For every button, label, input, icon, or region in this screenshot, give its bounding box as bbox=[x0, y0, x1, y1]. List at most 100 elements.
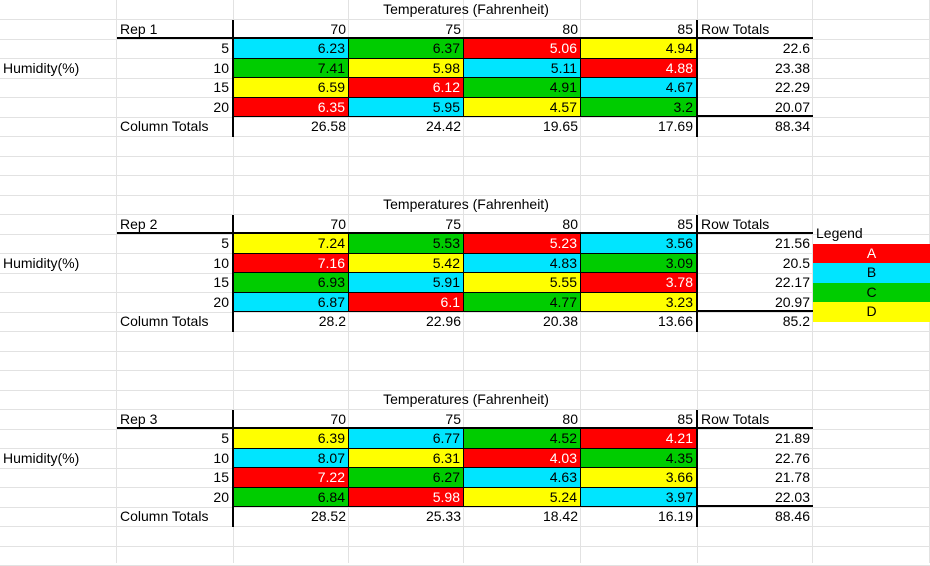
humidity-value[interactable]: 15 bbox=[117, 273, 234, 293]
treatment-cell-a[interactable]: 6.12 bbox=[349, 78, 464, 98]
column-total[interactable]: 16.19 bbox=[581, 507, 698, 527]
row-total[interactable]: 20.07 bbox=[698, 98, 813, 117]
column-total[interactable]: 19.65 bbox=[542, 118, 578, 134]
temperature-col-header[interactable]: 70 bbox=[234, 215, 349, 234]
treatment-cell-c[interactable]: 6.84 bbox=[234, 487, 349, 507]
legend-item-b[interactable]: B bbox=[813, 263, 930, 283]
treatment-cell-b[interactable]: 8.07 bbox=[234, 448, 349, 468]
temperature-col-header[interactable]: 75 bbox=[349, 20, 464, 39]
treatment-cell-d[interactable]: 5.24 bbox=[464, 487, 581, 507]
treatment-cell-d[interactable]: 5.98 bbox=[349, 58, 464, 78]
row-total[interactable]: 23.38 bbox=[774, 59, 810, 76]
temperature-col-header[interactable]: 75 bbox=[349, 215, 464, 234]
legend-item-d[interactable]: D bbox=[813, 302, 930, 322]
humidity-label[interactable]: Humidity(%) bbox=[3, 449, 80, 466]
humidity-value[interactable]: 10 bbox=[117, 58, 234, 78]
treatment-cell-d[interactable]: 5.42 bbox=[349, 253, 464, 273]
treatment-cell-c[interactable]: 4.35 bbox=[581, 448, 698, 468]
treatment-cell-b[interactable]: 3.97 bbox=[581, 487, 698, 507]
column-total[interactable]: 28.52 bbox=[310, 508, 346, 524]
column-totals-label[interactable]: Column Totals bbox=[117, 312, 234, 332]
treatment-cell-a[interactable]: 4.03 bbox=[464, 448, 581, 468]
treatment-cell-d[interactable]: 5.55 bbox=[464, 273, 581, 293]
temperature-col-header[interactable]: 80 bbox=[464, 20, 581, 39]
row-total[interactable]: 22.17 bbox=[774, 274, 810, 290]
column-totals-label[interactable]: Column Totals bbox=[117, 507, 234, 527]
column-total[interactable]: 13.66 bbox=[581, 312, 698, 332]
humidity-value[interactable]: 10 bbox=[117, 253, 234, 273]
humidity-label[interactable]: Humidity(%) bbox=[3, 254, 80, 271]
treatment-cell-c[interactable]: 4.52 bbox=[464, 429, 581, 449]
treatment-cell-a[interactable]: 5.06 bbox=[464, 39, 581, 59]
row-total[interactable]: 22.6 bbox=[782, 40, 810, 56]
treatment-cell-a[interactable]: 4.21 bbox=[581, 429, 698, 449]
treatment-cell-a[interactable]: 7.16 bbox=[234, 253, 349, 273]
treatment-cell-d[interactable]: 3.23 bbox=[581, 292, 698, 312]
row-total[interactable]: 22.76 bbox=[774, 449, 810, 466]
row-total[interactable]: 20.97 bbox=[698, 293, 813, 312]
treatment-cell-b[interactable]: 5.91 bbox=[349, 273, 464, 293]
treatment-cell-c[interactable]: 4.77 bbox=[464, 292, 581, 312]
temperature-col-header[interactable]: 70 bbox=[234, 20, 349, 39]
treatment-cell-c[interactable]: 7.41 bbox=[234, 58, 349, 78]
rep-label[interactable]: Rep 3 bbox=[117, 409, 234, 429]
rep-label[interactable]: Rep 2 bbox=[117, 214, 234, 234]
treatment-cell-b[interactable]: 6.77 bbox=[349, 429, 464, 449]
humidity-value[interactable]: 5 bbox=[117, 429, 234, 449]
column-totals-label[interactable]: Column Totals bbox=[117, 117, 234, 137]
treatment-cell-b[interactable]: 5.11 bbox=[464, 58, 581, 78]
humidity-value[interactable]: 20 bbox=[117, 97, 234, 117]
row-total[interactable]: 21.89 bbox=[774, 430, 810, 446]
row-total[interactable]: 21.78 bbox=[774, 469, 810, 485]
row-totals-header[interactable]: Row Totals bbox=[698, 410, 813, 429]
treatment-cell-b[interactable]: 4.63 bbox=[464, 468, 581, 488]
treatment-cell-b[interactable]: 6.87 bbox=[234, 292, 349, 312]
row-totals-header[interactable]: Row Totals bbox=[698, 20, 813, 39]
column-total[interactable]: 28.2 bbox=[318, 313, 346, 329]
treatment-cell-b[interactable]: 6.23 bbox=[234, 39, 349, 59]
treatment-cell-a[interactable]: 6.1 bbox=[349, 292, 464, 312]
treatment-cell-c[interactable]: 6.27 bbox=[349, 468, 464, 488]
treatment-cell-c[interactable]: 4.91 bbox=[464, 78, 581, 98]
column-total[interactable]: 22.96 bbox=[425, 313, 461, 329]
treatment-cell-b[interactable]: 5.95 bbox=[349, 97, 464, 117]
humidity-value[interactable]: 15 bbox=[117, 468, 234, 488]
temperature-col-header[interactable]: 80 bbox=[464, 410, 581, 429]
treatment-cell-a[interactable]: 4.88 bbox=[581, 58, 698, 78]
temperature-col-header[interactable]: 85 bbox=[581, 409, 698, 429]
temperature-header[interactable]: Temperatures (Fahrenheit) bbox=[383, 196, 549, 212]
treatment-cell-c[interactable]: 5.53 bbox=[349, 234, 464, 254]
treatment-cell-b[interactable]: 4.83 bbox=[464, 253, 581, 273]
humidity-value[interactable]: 20 bbox=[117, 487, 234, 507]
treatment-cell-c[interactable]: 3.2 bbox=[581, 97, 698, 117]
treatment-cell-d[interactable]: 6.59 bbox=[234, 78, 349, 98]
humidity-value[interactable]: 5 bbox=[117, 39, 234, 59]
treatment-cell-d[interactable]: 4.57 bbox=[464, 97, 581, 117]
humidity-value[interactable]: 15 bbox=[117, 78, 234, 98]
treatment-cell-d[interactable]: 6.31 bbox=[349, 448, 464, 468]
treatment-cell-b[interactable]: 3.56 bbox=[581, 234, 698, 254]
temperature-col-header[interactable]: 85 bbox=[581, 214, 698, 234]
row-totals-header[interactable]: Row Totals bbox=[698, 215, 813, 234]
humidity-label[interactable]: Humidity(%) bbox=[3, 59, 80, 76]
humidity-value[interactable]: 10 bbox=[117, 448, 234, 468]
grand-total[interactable]: 88.46 bbox=[774, 508, 810, 524]
column-total[interactable]: 17.69 bbox=[581, 117, 698, 137]
treatment-cell-a[interactable]: 5.23 bbox=[464, 234, 581, 254]
column-total[interactable]: 18.42 bbox=[542, 508, 578, 524]
treatment-cell-a[interactable]: 3.78 bbox=[581, 273, 698, 293]
column-total[interactable]: 25.33 bbox=[425, 508, 461, 524]
column-total[interactable]: 20.38 bbox=[542, 313, 578, 329]
legend-title[interactable]: Legend bbox=[816, 225, 863, 242]
treatment-cell-a[interactable]: 7.22 bbox=[234, 468, 349, 488]
row-total[interactable]: 20.5 bbox=[782, 254, 810, 271]
treatment-cell-a[interactable]: 5.98 bbox=[349, 487, 464, 507]
column-total[interactable]: 24.42 bbox=[425, 118, 461, 134]
treatment-cell-d[interactable]: 6.39 bbox=[234, 429, 349, 449]
humidity-value[interactable]: 5 bbox=[117, 234, 234, 254]
temperature-header[interactable]: Temperatures (Fahrenheit) bbox=[383, 391, 549, 407]
treatment-cell-d[interactable]: 3.66 bbox=[581, 468, 698, 488]
temperature-col-header[interactable]: 80 bbox=[464, 215, 581, 234]
treatment-cell-c[interactable]: 6.37 bbox=[349, 39, 464, 59]
